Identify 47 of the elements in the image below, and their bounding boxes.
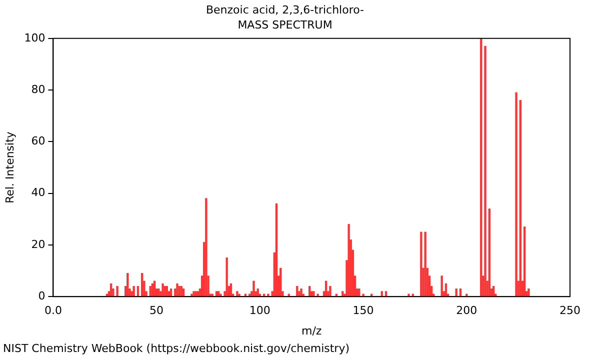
chart-subtitle: MASS SPECTRUM (238, 18, 332, 32)
bar (420, 232, 422, 296)
bar (408, 294, 410, 296)
bar (176, 283, 178, 296)
chart-title: Benzoic acid, 2,3,6-trichloro- (206, 3, 364, 16)
bar (480, 38, 482, 296)
y-tick-label: 60 (31, 134, 46, 148)
bar (226, 258, 228, 296)
bar (515, 92, 518, 296)
bar (275, 203, 278, 296)
y-tick-label: 20 (31, 238, 46, 251)
bar (236, 291, 238, 296)
x-tick-label: 50 (150, 304, 164, 318)
bar (300, 288, 302, 296)
bar (329, 286, 332, 296)
bar (132, 286, 135, 296)
x-tick-label: 150 (352, 304, 374, 318)
x-axis-title: m/z (301, 324, 322, 338)
x-tick-label: 0.0 (44, 304, 62, 318)
bar (126, 273, 129, 296)
bar (424, 232, 426, 296)
bar (440, 276, 443, 296)
y-axis-title: Rel. Intensity (3, 131, 16, 204)
bar (162, 283, 164, 296)
bar (455, 288, 458, 296)
x-tick-label: 200 (456, 304, 478, 318)
bar (238, 294, 240, 296)
bar (316, 294, 319, 296)
y-tick-label: 40 (31, 186, 46, 200)
bar (116, 286, 118, 296)
y-tick-label: 100 (24, 31, 46, 44)
bar (205, 198, 208, 296)
x-tick-label: 100 (249, 304, 270, 318)
bar (267, 294, 270, 296)
bar (488, 208, 490, 296)
text: NIST Chemistry WebBook (https://webbook.nist.gov/chemistry) (2, 342, 350, 355)
bar (141, 273, 144, 296)
bar (348, 224, 350, 296)
y-tick-label: 80 (31, 82, 46, 96)
y-tick-label: 0 (38, 289, 46, 302)
bar (252, 280, 255, 296)
bar (523, 226, 526, 296)
bar (362, 294, 364, 296)
x-tick-label: 250 (560, 304, 580, 318)
bar (519, 100, 522, 296)
bar (280, 268, 282, 296)
bar (484, 46, 486, 296)
